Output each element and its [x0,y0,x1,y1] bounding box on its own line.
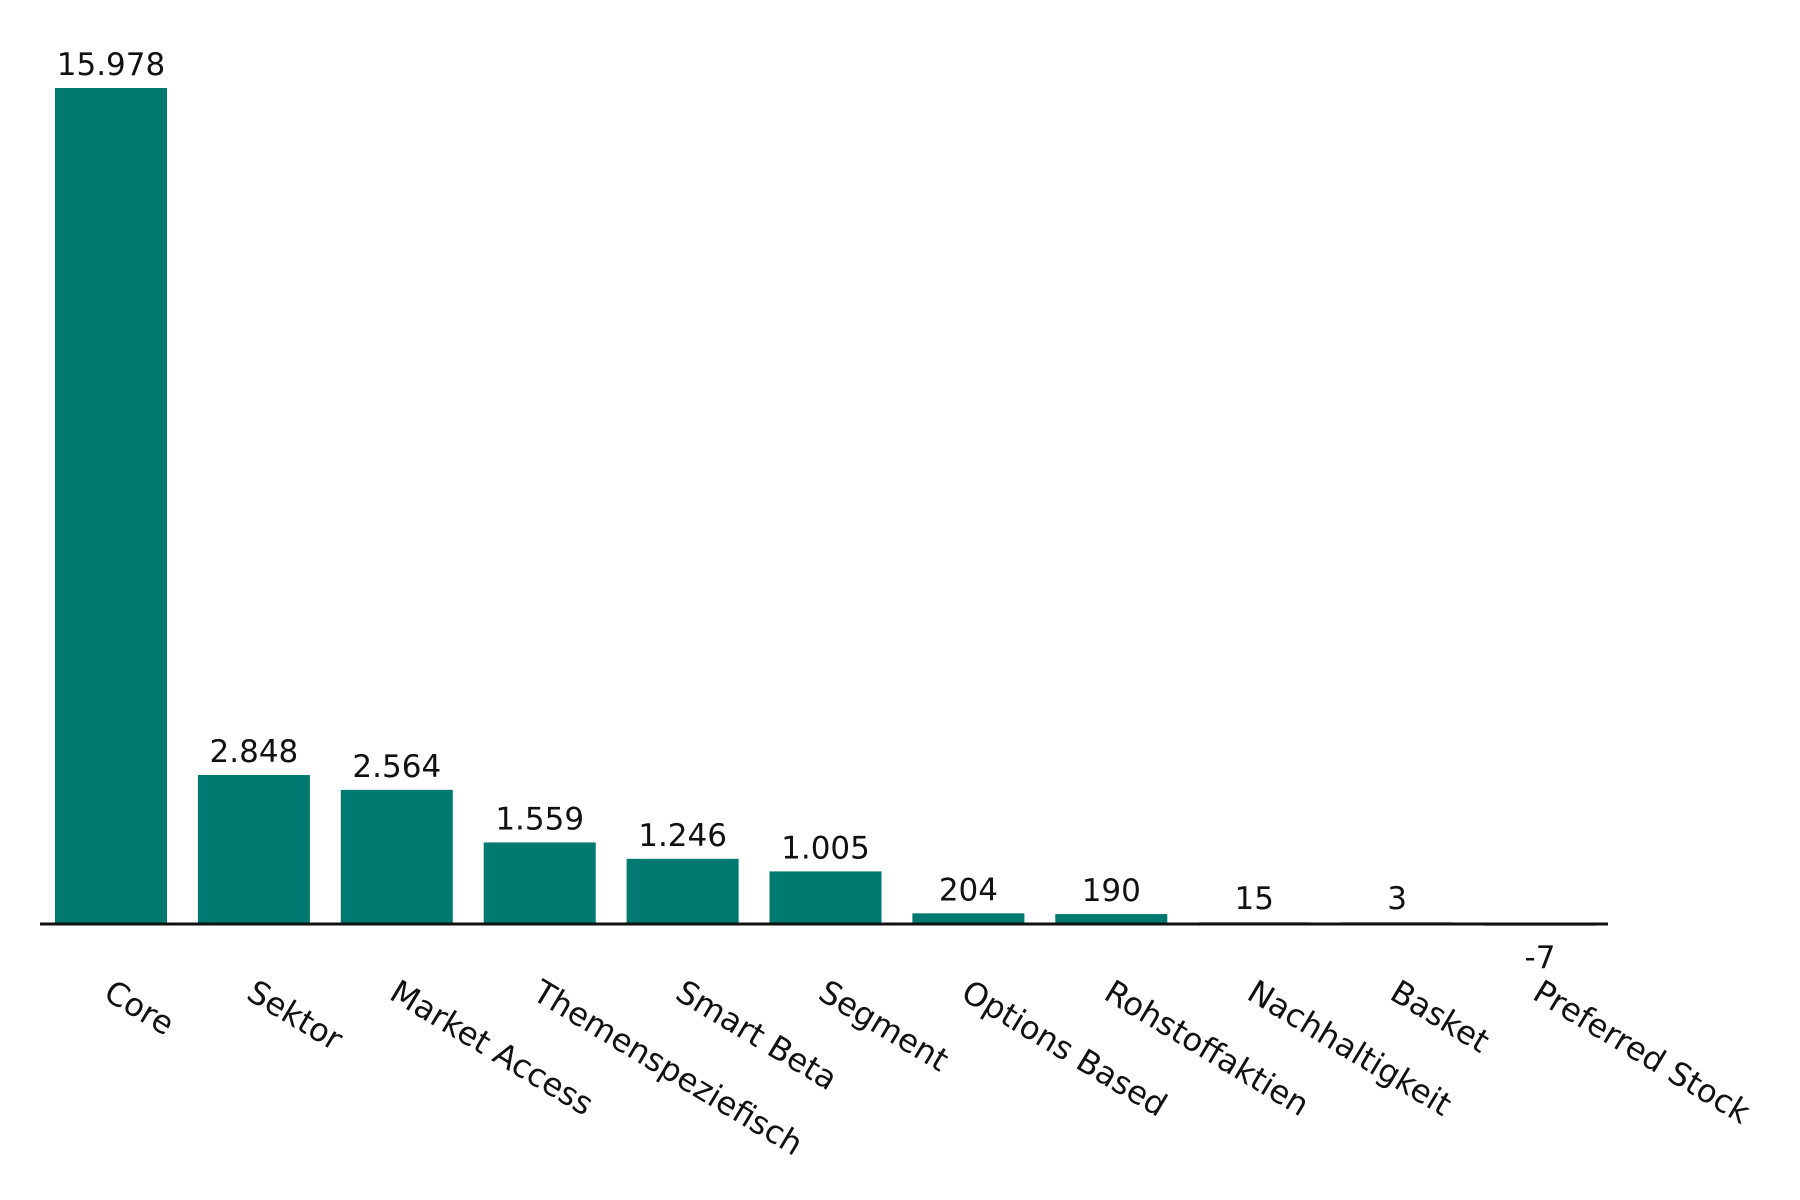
category-label: Preferred Stock [1527,972,1758,1131]
data-label: 1.005 [781,830,870,866]
bar-options-based [912,913,1025,924]
bar-smart-beta [626,858,739,924]
data-label: 204 [939,872,998,908]
data-label: -7 [1525,940,1556,976]
data-label: 15.978 [57,47,165,83]
data-label: 2.564 [352,749,441,785]
data-label: 190 [1082,873,1141,909]
data-label: 1.559 [495,801,584,837]
data-label: 15 [1234,881,1273,917]
bar-themenspeziefisch [483,842,596,924]
bar-market-access [340,789,453,924]
data-label: 3 [1387,881,1407,917]
bar-segment [769,871,882,924]
bar-rohstoffaktien [1055,914,1168,924]
category-label: Basket [1384,972,1496,1060]
category-label: Themenspeziefisch [526,972,810,1163]
data-label: 2.848 [210,734,299,770]
bars-layer [55,88,1596,926]
bar-sektor [197,774,310,924]
data-label: 1.246 [638,818,727,854]
bar-core [55,88,167,924]
category-label: Core [98,972,181,1043]
category-label: Sektor [241,972,350,1058]
